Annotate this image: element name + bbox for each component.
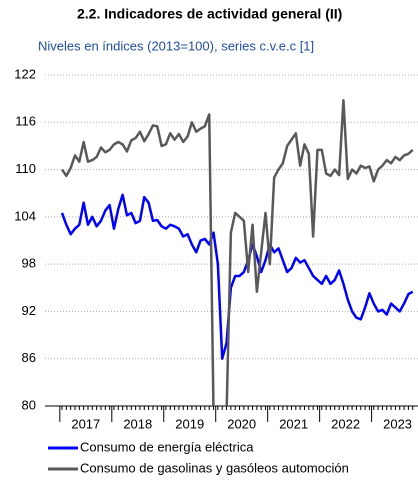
x-tick-label: 2021 — [279, 416, 308, 431]
y-tick-label: 92 — [22, 303, 36, 318]
plot-area — [60, 98, 414, 406]
y-tick-label: 122 — [14, 66, 36, 81]
x-tick-label: 2019 — [175, 416, 204, 431]
x-tick-label: 2020 — [227, 416, 256, 431]
legend-label: Consumo de gasolinas y gasóleos automoci… — [80, 460, 349, 475]
y-tick-label: 80 — [22, 397, 36, 412]
legend-label: Consumo de energía eléctrica — [80, 439, 254, 454]
chart-title: 2.2. Indicadores de actividad general (I… — [77, 6, 342, 22]
series-line — [60, 98, 414, 406]
x-tick-label: 2018 — [123, 416, 152, 431]
y-tick-label: 116 — [15, 114, 36, 129]
y-tick-label: 104 — [14, 208, 36, 223]
chart-subtitle: Niveles en índices (2013=100), series c.… — [38, 38, 314, 53]
x-tick-label: 2017 — [71, 416, 100, 431]
y-tick-label: 86 — [22, 350, 36, 365]
y-tick-label: 98 — [22, 256, 36, 271]
y-tick-label: 110 — [15, 161, 36, 176]
x-tick-label: 2023 — [383, 416, 412, 431]
x-tick-label: 2022 — [331, 416, 360, 431]
series-line — [60, 193, 414, 360]
